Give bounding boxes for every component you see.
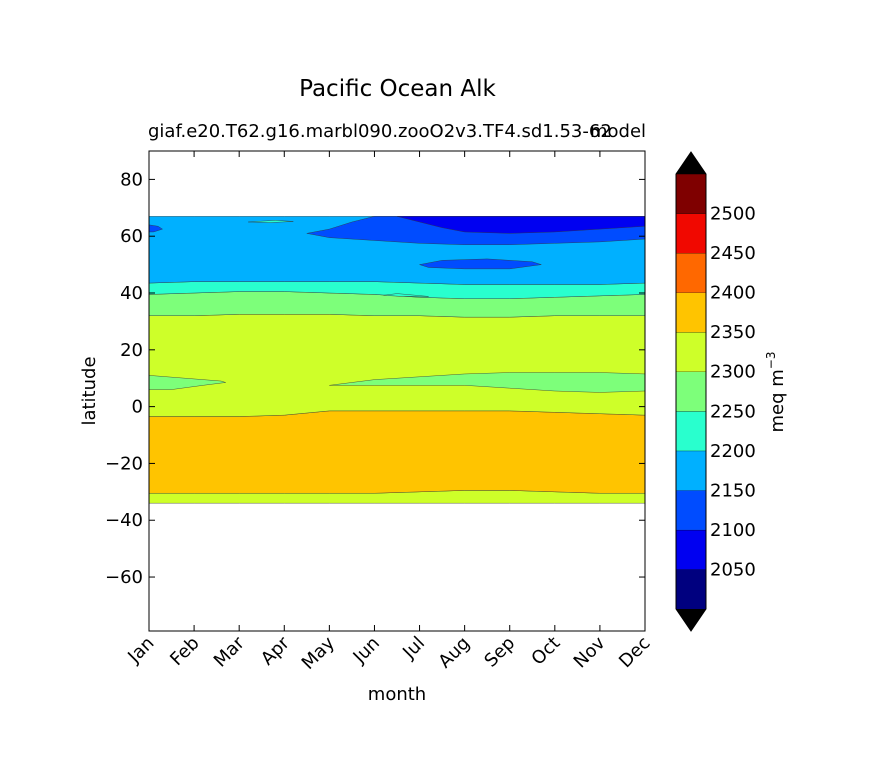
colorbar-tick-label-4: 2250 — [710, 401, 756, 422]
x-tick-label-9: Oct — [527, 633, 564, 670]
x-tick-label-10: Nov — [570, 632, 610, 672]
colorbar-segment-5 — [676, 371, 706, 412]
x-tick-label-1: Feb — [166, 633, 203, 670]
y-tick-label-7: −60 — [105, 567, 143, 588]
chart-title: Pacific Ocean Alk — [299, 76, 496, 102]
plot-frame — [148, 150, 646, 632]
colorbar-segment-2 — [676, 490, 706, 530]
colorbar: 2050 2100 2150 2200 2250 2300 2350 2400 2450 2500 — [675, 151, 756, 632]
contour-feature-7 — [383, 293, 429, 297]
colorbar-segment-6 — [676, 332, 706, 372]
y-tick-label-1: 60 — [120, 226, 143, 247]
x-tick-label-11: Dec — [615, 633, 654, 672]
x-tick-label-6: Jul — [398, 633, 429, 664]
contour-bands — [148, 216, 646, 504]
colorbar-tick-label-8: 2450 — [710, 243, 756, 264]
chart-subtitle: giaf.e20.T62.g16.marbl090.zooO2v3.TF4.sd… — [148, 121, 612, 142]
contour-feature-0 — [148, 375, 226, 390]
colorbar-tick-label-2: 2150 — [710, 480, 756, 501]
y-tick-label-2: 40 — [120, 283, 143, 304]
x-tick-label-3: Apr — [257, 632, 294, 669]
y-tick-label-5: −20 — [105, 453, 143, 474]
y-tick-label-0: 80 — [120, 169, 143, 190]
colorbar-label: meq m−3 — [764, 352, 788, 433]
y-axis-label: latitude — [79, 356, 100, 425]
colorbar-segment-4 — [676, 411, 706, 451]
colorbar-tick-label-1: 2100 — [710, 520, 756, 541]
x-tick-label-0: Jan — [123, 633, 158, 668]
contour-features — [148, 216, 646, 393]
colorbar-segment-7 — [676, 292, 706, 333]
y-axis: 80 60 40 20 0 −20 −40 −60 — [105, 169, 645, 588]
colorbar-segment-9 — [676, 213, 706, 254]
colorbar-tick-label-3: 2200 — [710, 441, 756, 462]
colorbar-segment-0 — [676, 569, 706, 609]
y-tick-label-4: 0 — [132, 397, 143, 418]
y-tick-label-6: −40 — [105, 510, 143, 531]
colorbar-segment-10 — [676, 174, 706, 214]
colorbar-tick-label-6: 2350 — [710, 322, 756, 343]
x-tick-label-7: Aug — [434, 633, 474, 673]
contour-band-2 — [148, 314, 646, 417]
x-tick-label-2: Mar — [210, 632, 249, 671]
x-tick-label-8: Sep — [480, 633, 519, 672]
colorbar-segment-3 — [676, 450, 706, 491]
contour-feature-6 — [248, 220, 294, 223]
x-tick-label-4: May — [298, 632, 339, 673]
colorbar-tick-label-0: 2050 — [710, 559, 756, 580]
colorbar-tick-label-5: 2300 — [710, 362, 756, 383]
contour-feature-4 — [419, 258, 542, 270]
colorbar-segment-1 — [676, 529, 706, 570]
x-axis-label: month — [368, 684, 426, 705]
colorbar-extend-bottom — [676, 609, 706, 631]
contour-band-1 — [148, 410, 646, 494]
colorbar-extend-top — [676, 152, 706, 174]
colorbar-tick-label-7: 2400 — [710, 283, 756, 304]
y-tick-label-3: 20 — [120, 340, 143, 361]
colorbar-tick-label-9: 2500 — [710, 204, 756, 225]
chart-subtitle-right: model — [590, 121, 647, 142]
colorbar-outline — [675, 151, 707, 632]
colorbar-segment-8 — [676, 253, 706, 293]
x-tick-label-5: Jun — [349, 633, 384, 668]
